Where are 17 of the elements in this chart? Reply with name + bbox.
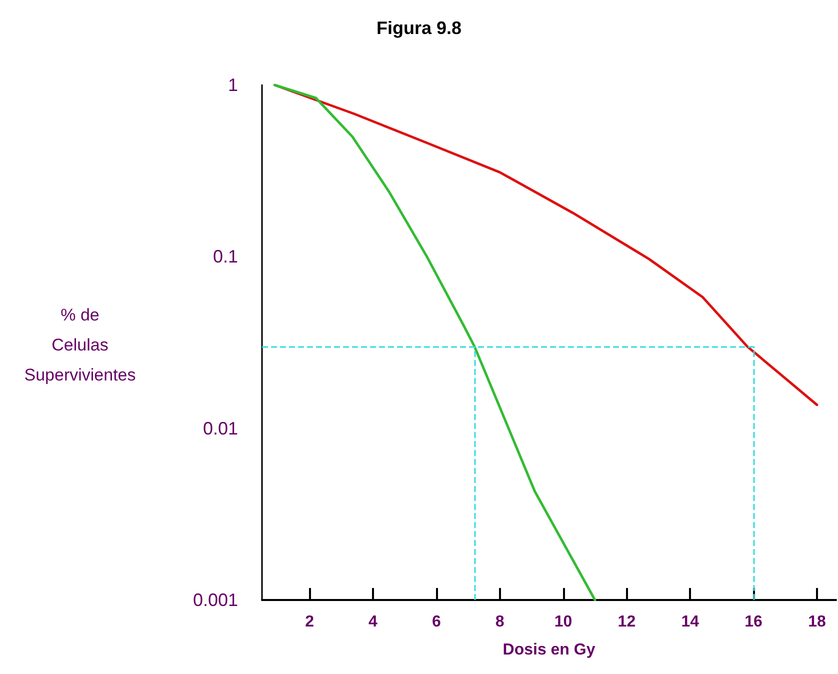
x-tick-label: 6 <box>432 614 441 630</box>
x-tick-label: 2 <box>305 614 314 630</box>
y-axis-title: % de Celulas Supervivientes <box>24 306 136 384</box>
x-tick-label: 12 <box>618 614 636 630</box>
x-tick-label: 16 <box>744 614 763 630</box>
y-tick-label: 0.1 <box>212 246 238 267</box>
y-tick-label: 0.001 <box>192 590 238 610</box>
x-tick-label: 14 <box>681 614 700 630</box>
y-tick-label: 0.01 <box>202 418 238 438</box>
chart-title: Figura 9.8 <box>376 18 462 38</box>
y-tick-label: 1 <box>228 75 238 95</box>
x-axis-title: Dosis en Gy <box>502 642 596 658</box>
x-tick-label: 4 <box>368 614 378 630</box>
line-series <box>273 84 596 602</box>
x-tick-label: 18 <box>808 614 826 630</box>
x-tick-label: 10 <box>554 614 572 630</box>
x-tick-label: 8 <box>495 614 504 630</box>
